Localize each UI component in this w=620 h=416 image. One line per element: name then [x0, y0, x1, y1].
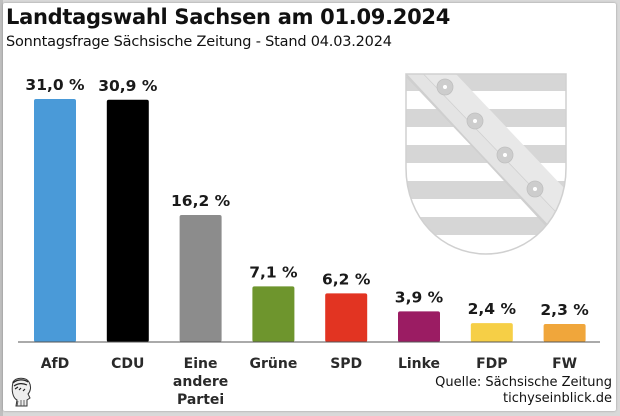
category-label: andere — [173, 374, 228, 390]
chart-subtitle: Sonntagsfrage Sächsische Zeitung - Stand… — [6, 34, 392, 50]
value-label: 6,2 % — [322, 270, 371, 288]
chart-title: Landtagswahl Sachsen am 01.09.2024 — [6, 5, 451, 29]
bar-eine-andere-partei — [179, 215, 222, 342]
source-note: Quelle: Sächsische Zeitung tichyseinblic… — [435, 375, 612, 407]
bar-grüne — [252, 286, 295, 342]
value-label: 16,2 % — [171, 192, 231, 210]
bar-fdp — [470, 323, 513, 342]
bar-afd — [34, 99, 76, 342]
bar-fw — [543, 323, 586, 342]
window-edge — [0, 0, 3, 416]
value-label: 2,4 % — [468, 300, 517, 318]
saxony-coat-of-arms-icon — [405, 73, 567, 255]
category-label: Grüne — [249, 356, 297, 372]
value-label: 31,0 % — [25, 76, 85, 94]
category-label: Partei — [177, 392, 224, 408]
value-label: 3,9 % — [395, 288, 444, 306]
tichys-einblick-logo-icon — [11, 377, 32, 407]
category-label: Linke — [398, 356, 440, 372]
source-label: Quelle: Sächsische Zeitung — [435, 375, 612, 390]
category-label: FW — [552, 356, 577, 372]
category-label: FDP — [476, 356, 507, 372]
bar-cdu — [106, 99, 149, 342]
category-label: Eine — [184, 356, 218, 372]
value-label: 2,3 % — [540, 301, 589, 319]
category-label: AfD — [41, 356, 70, 372]
bar-spd — [325, 293, 368, 342]
bar-linke — [398, 311, 440, 342]
category-label: CDU — [111, 356, 144, 372]
category-label: SPD — [330, 356, 362, 372]
site-label: tichyseinblick.de — [503, 391, 612, 406]
value-label: 7,1 % — [249, 263, 298, 281]
value-label: 30,9 % — [98, 77, 158, 95]
